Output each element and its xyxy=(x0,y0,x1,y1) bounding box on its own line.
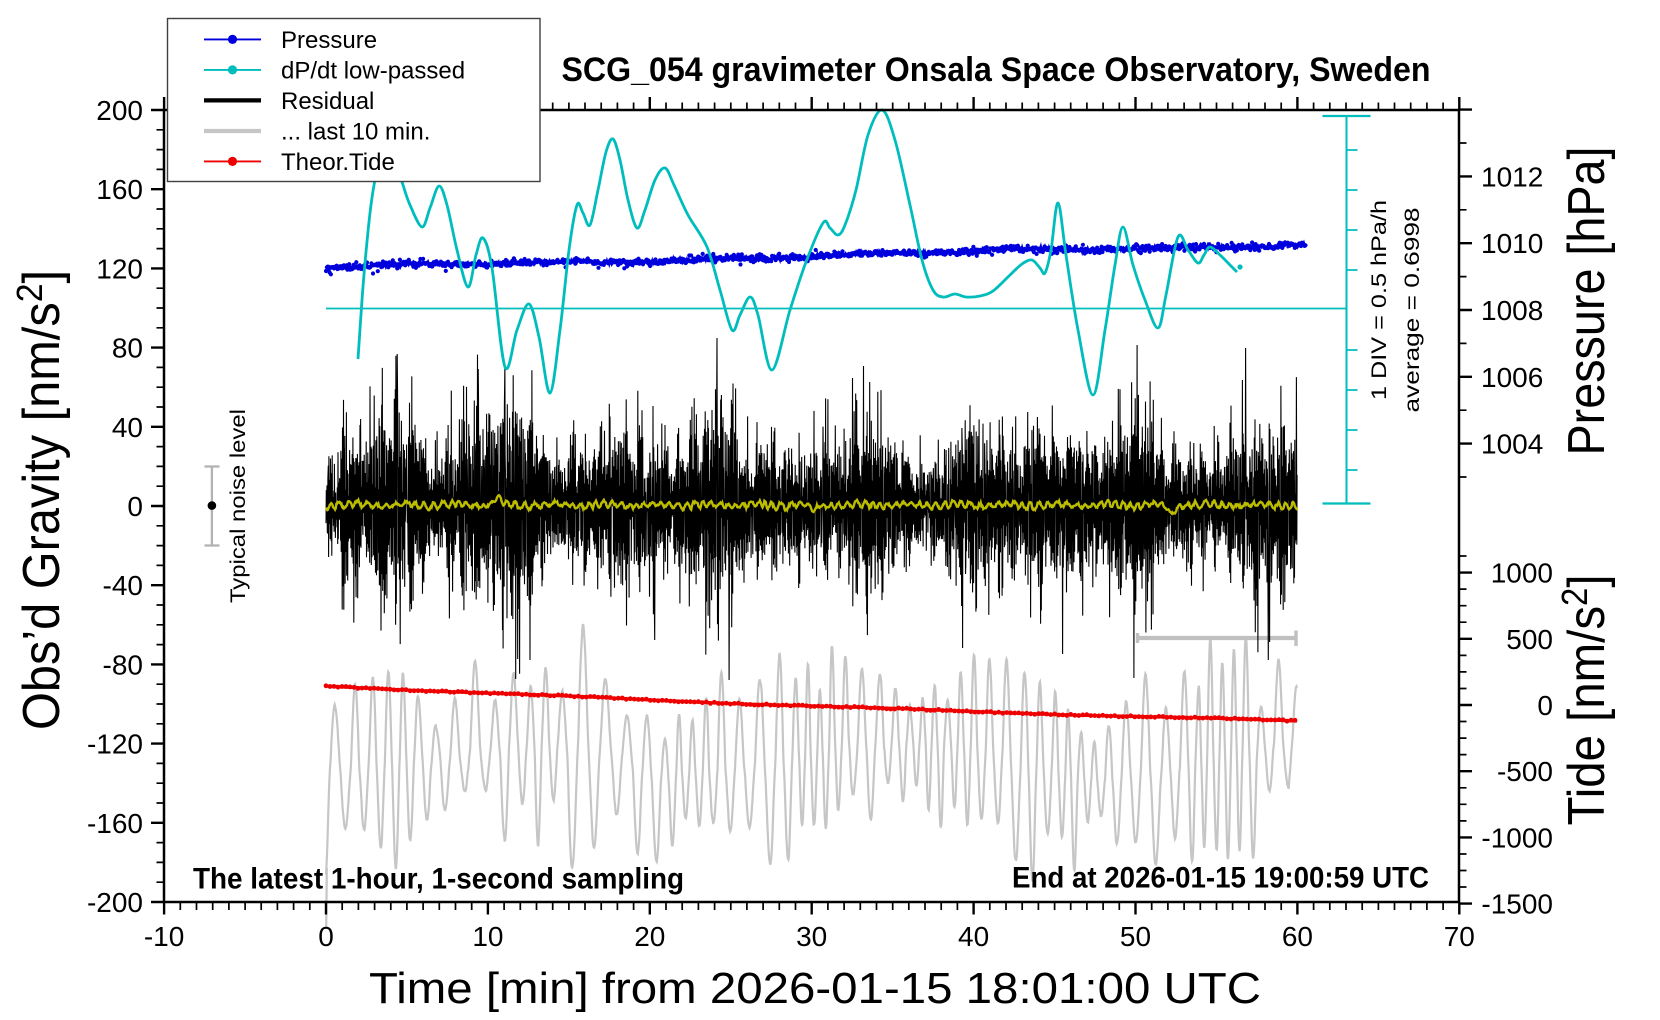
svg-text:0: 0 xyxy=(1537,690,1553,721)
svg-text:60: 60 xyxy=(1282,921,1313,952)
svg-text:End at 2026-01-15 19:00:59 UTC: End at 2026-01-15 19:00:59 UTC xyxy=(1012,862,1429,895)
svg-text:160: 160 xyxy=(96,174,143,205)
svg-text:Pressure [hPa]: Pressure [hPa] xyxy=(1558,147,1616,456)
svg-text:Residual: Residual xyxy=(281,88,374,115)
svg-text:1012: 1012 xyxy=(1481,161,1543,192)
svg-text:80: 80 xyxy=(112,333,143,364)
svg-text:Typical noise level: Typical noise level xyxy=(226,409,250,603)
svg-text:70: 70 xyxy=(1444,921,1475,952)
svg-text:1006: 1006 xyxy=(1481,362,1543,393)
svg-text:-10: -10 xyxy=(144,921,184,952)
svg-text:1004: 1004 xyxy=(1481,429,1543,460)
svg-text:-40: -40 xyxy=(103,570,143,601)
svg-text:500: 500 xyxy=(1506,624,1553,655)
svg-text:Obs’d Gravity [nm/s2]: Obs’d Gravity [nm/s2] xyxy=(9,270,71,730)
svg-text:SCG_054 gravimeter Onsala Spac: SCG_054 gravimeter Onsala Space Observat… xyxy=(562,51,1431,89)
svg-text:The latest 1-hour, 1-second sa: The latest 1-hour, 1-second sampling xyxy=(193,862,684,895)
svg-text:-80: -80 xyxy=(103,649,143,680)
svg-text:Time [min] from 2026-01-15 18:: Time [min] from 2026-01-15 18:01:00 UTC xyxy=(369,965,1261,1013)
svg-text:0: 0 xyxy=(127,491,143,522)
svg-text:-500: -500 xyxy=(1497,756,1553,787)
svg-text:Pressure: Pressure xyxy=(281,27,377,54)
svg-text:50: 50 xyxy=(1120,921,1151,952)
svg-text:0: 0 xyxy=(318,921,334,952)
svg-text:average = 0.6998: average = 0.6998 xyxy=(1400,207,1424,412)
svg-text:-160: -160 xyxy=(87,808,143,839)
svg-text:-120: -120 xyxy=(87,729,143,760)
svg-text:... last 10 min.: ... last 10 min. xyxy=(281,119,430,146)
svg-text:120: 120 xyxy=(96,253,143,284)
svg-text:40: 40 xyxy=(958,921,989,952)
svg-text:40: 40 xyxy=(112,412,143,443)
svg-text:-1000: -1000 xyxy=(1481,822,1553,853)
svg-text:200: 200 xyxy=(96,95,143,126)
svg-text:1 DIV = 0.5 hPa/h: 1 DIV = 0.5 hPa/h xyxy=(1367,200,1391,400)
svg-text:30: 30 xyxy=(796,921,827,952)
svg-text:1008: 1008 xyxy=(1481,295,1543,326)
svg-text:Tide [nm/s2]: Tide [nm/s2] xyxy=(1554,575,1616,826)
svg-text:-200: -200 xyxy=(87,887,143,918)
svg-text:10: 10 xyxy=(472,921,503,952)
svg-text:-1500: -1500 xyxy=(1481,889,1553,920)
svg-text:Theor.Tide: Theor.Tide xyxy=(281,149,395,176)
svg-text:1000: 1000 xyxy=(1491,558,1553,589)
svg-text:1010: 1010 xyxy=(1481,228,1543,259)
svg-text:20: 20 xyxy=(634,921,665,952)
svg-text:dP/dt low-passed: dP/dt low-passed xyxy=(281,57,465,84)
